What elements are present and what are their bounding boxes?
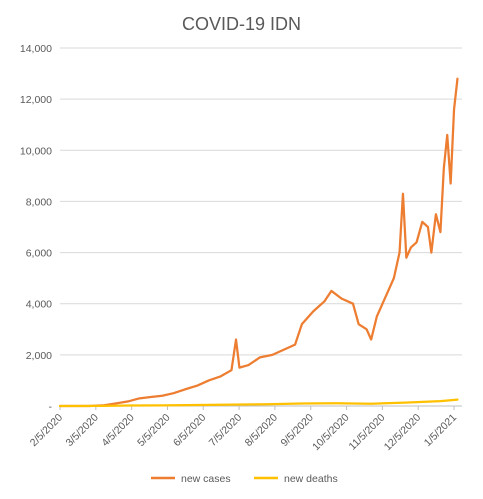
x-tick-label: 7/5/2020	[207, 412, 244, 449]
x-tick-label: 11/5/2020	[347, 412, 388, 453]
y-axis-ticks: - 2,000 4,000 6,000 8,000 10,000 12,000 14,000	[20, 43, 53, 413]
x-tick-label: 12/5/2020	[382, 412, 424, 454]
y-tick-label: 4,000	[26, 299, 52, 311]
x-tick-label: 5/5/2020	[135, 412, 172, 449]
x-tick-label: 10/5/2020	[310, 412, 352, 454]
chart-title: COVID-19 IDN	[182, 14, 301, 34]
x-tick-label: 8/5/2020	[243, 412, 280, 449]
y-tick-label: 6,000	[26, 248, 52, 260]
y-tick-label: 8,000	[26, 196, 52, 208]
series-group	[58, 77, 459, 408]
y-tick-label: -	[49, 401, 53, 413]
x-axis-ticks: 2/5/20203/5/20204/5/20205/5/20206/5/2020…	[28, 406, 459, 453]
legend: new cases new deaths	[151, 473, 338, 485]
y-tick-label: 12,000	[20, 94, 52, 106]
series-line-new-cases	[58, 77, 459, 408]
legend-label: new cases	[181, 473, 231, 485]
legend-label: new deaths	[284, 473, 338, 485]
x-tick-label: 4/5/2020	[99, 412, 136, 449]
x-tick-label: 3/5/2020	[64, 412, 101, 449]
series-line-new-deaths	[58, 398, 459, 408]
x-tick-label: 2/5/2020	[28, 412, 65, 449]
y-tick-label: 2,000	[26, 350, 52, 362]
x-tick-label: 1/5/2021	[422, 412, 459, 449]
gridlines	[60, 47, 462, 356]
x-tick-label: 6/5/2020	[171, 412, 208, 449]
y-tick-label: 10,000	[20, 145, 52, 157]
y-tick-label: 14,000	[20, 43, 52, 55]
